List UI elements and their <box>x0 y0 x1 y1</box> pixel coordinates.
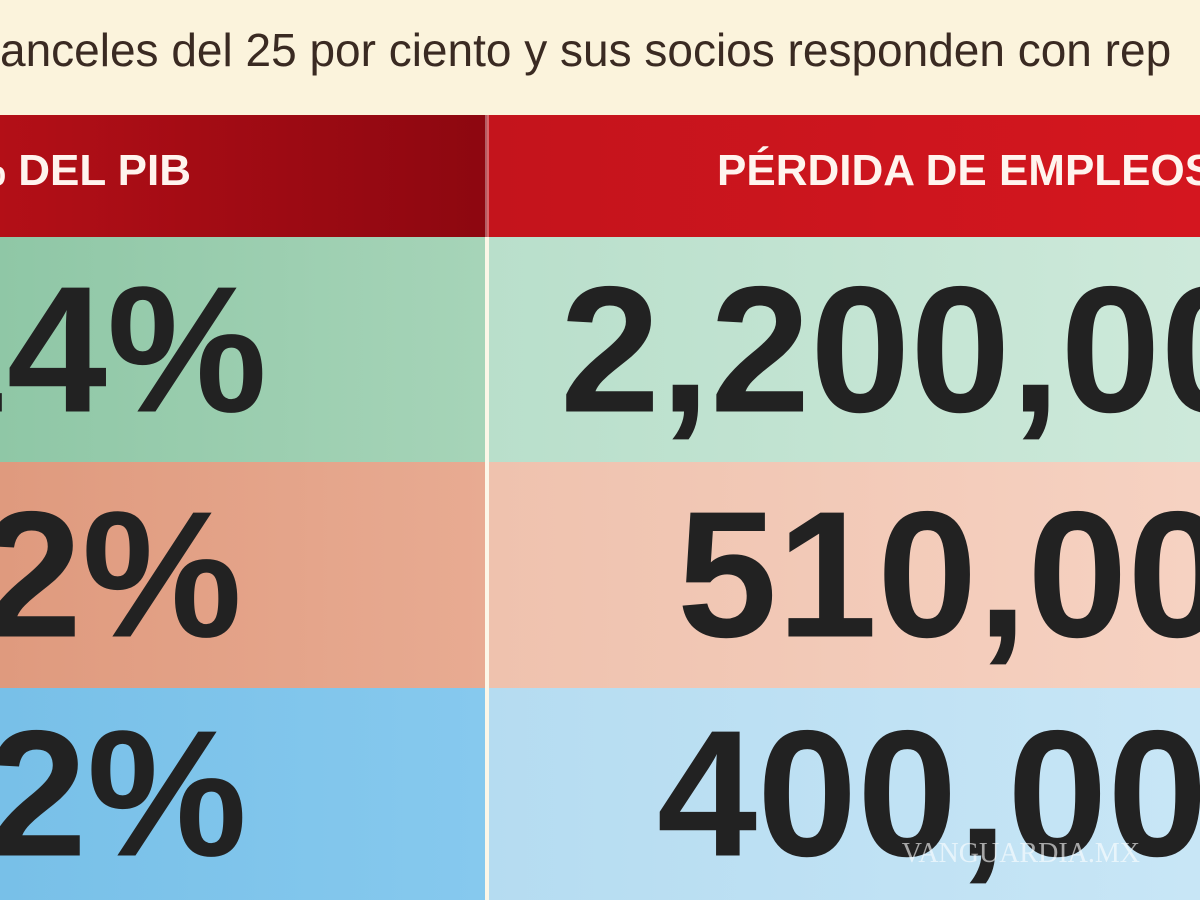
cell-text: 400,000 <box>657 693 1200 895</box>
cell: 14% <box>0 237 485 462</box>
cell-text: 02% <box>0 474 242 676</box>
cell: 400,000 <box>489 688 1200 900</box>
cell: 02% <box>0 462 485 688</box>
cell: 510,000 <box>489 462 1200 688</box>
cell: 32% <box>0 688 485 900</box>
cell-text: 14% <box>0 249 267 450</box>
cell-text: 2,200,00 <box>560 249 1200 450</box>
cell-text: 510,000 <box>677 474 1200 676</box>
column-header-text: PÉRDIDA DE EMPLEOS <box>717 146 1200 195</box>
column-divider <box>485 115 489 900</box>
column-header: % DEL PIB <box>0 115 487 237</box>
column-header-text: % DEL PIB <box>0 146 191 195</box>
cell-text: 32% <box>0 693 247 895</box>
cell: 2,200,00 <box>489 237 1200 462</box>
watermark: VANGUARDIA.MX <box>901 838 1140 869</box>
column-header: PÉRDIDA DE EMPLEOS <box>487 115 1200 237</box>
subtitle: anceles del 25 por ciento y sus socios r… <box>0 0 1200 115</box>
